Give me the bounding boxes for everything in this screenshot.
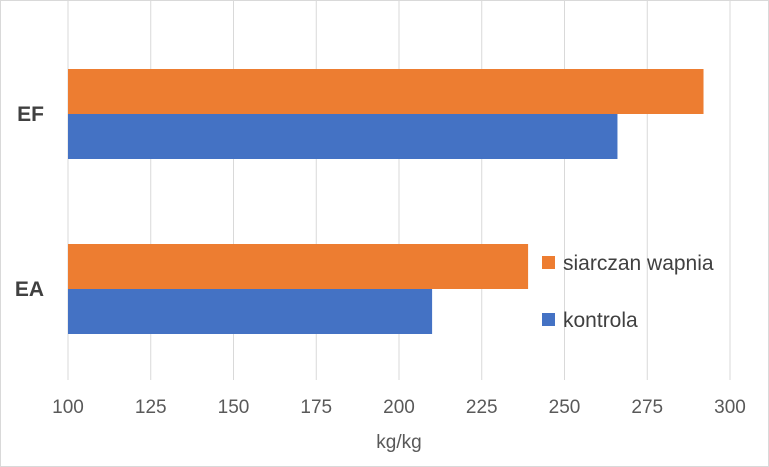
category-label-ef: EF xyxy=(17,103,44,126)
x-tick-labels: 100 125 150 175 200 225 250 275 300 xyxy=(52,397,746,418)
category-label-ea: EA xyxy=(15,278,44,301)
bar-ea-1 xyxy=(68,289,433,334)
legend: siarczan wapnia kontrola xyxy=(542,252,714,332)
legend-swatch-1 xyxy=(542,313,555,326)
category-labels: EF EA xyxy=(15,103,44,301)
legend-swatch-0 xyxy=(542,256,555,269)
bar-ea-0 xyxy=(68,244,529,289)
bar-ef-0 xyxy=(68,69,704,114)
x-tick-label: 225 xyxy=(466,397,498,418)
x-tick-label: 125 xyxy=(135,397,167,418)
legend-label-0: siarczan wapnia xyxy=(563,252,714,275)
x-tick-label: 250 xyxy=(549,397,581,418)
bar-ef-1 xyxy=(68,114,618,159)
x-tick-label: 150 xyxy=(218,397,250,418)
x-tick-label: 175 xyxy=(300,397,332,418)
x-axis-title: kg/kg xyxy=(376,432,421,453)
x-tick-label: 275 xyxy=(631,397,663,418)
legend-label-1: kontrola xyxy=(563,309,638,332)
x-tick-label: 300 xyxy=(714,397,746,418)
x-tick-label: 200 xyxy=(383,397,415,418)
x-tick-label: 100 xyxy=(52,397,84,418)
bars xyxy=(68,69,704,334)
